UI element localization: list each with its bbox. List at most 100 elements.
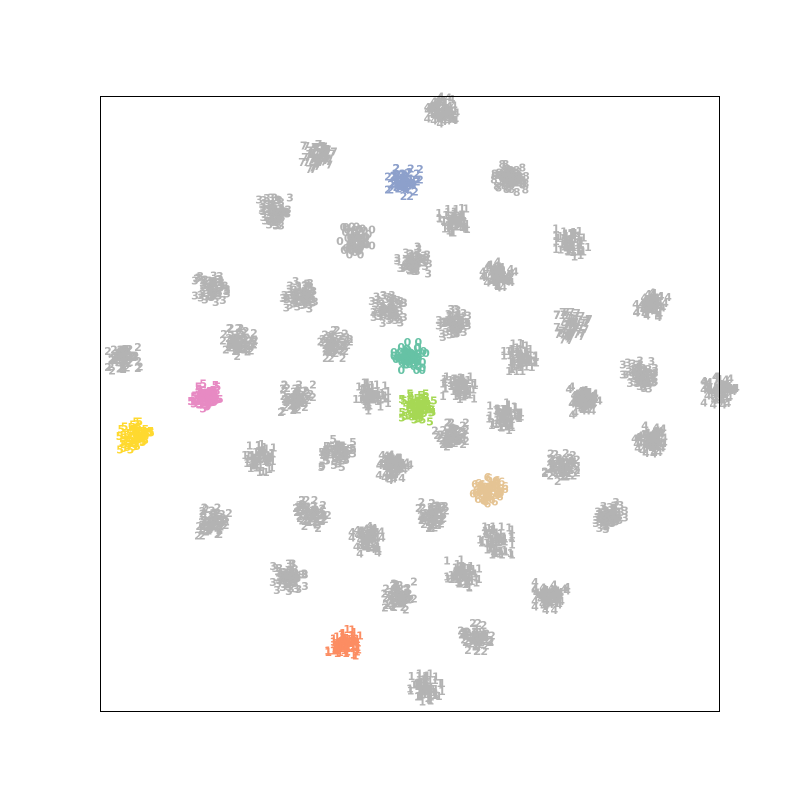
point-label: 4 [479, 265, 487, 278]
point-label: 3 [414, 258, 422, 271]
point-label: 2 [220, 328, 228, 341]
point-label: 1 [440, 215, 448, 228]
point-label: 3 [413, 251, 421, 264]
point-label: 3 [210, 275, 218, 288]
point-label: 3 [597, 513, 605, 526]
point-label: 4 [495, 272, 503, 285]
point-label: 1 [450, 213, 458, 226]
point-label: 3 [441, 316, 449, 329]
point-label: 7 [323, 147, 331, 160]
point-label: 2 [393, 181, 401, 194]
point-label: 7 [315, 148, 323, 161]
point-label: 1 [448, 225, 456, 238]
point-label: 3 [215, 286, 223, 299]
point-label: 8 [509, 166, 517, 179]
point-label: 3 [202, 282, 210, 295]
point-label: 3 [267, 203, 275, 216]
point-label: 0 [348, 244, 356, 257]
point-label: 7 [558, 324, 566, 337]
point-label: 2 [393, 178, 401, 191]
point-label: 3 [306, 282, 314, 295]
point-label: 2 [460, 634, 468, 647]
point-label: 3 [407, 253, 415, 266]
point-label: 4 [448, 93, 456, 106]
point-label: 3 [448, 318, 456, 331]
point-label: 3 [410, 258, 418, 271]
point-label: 3 [422, 254, 430, 267]
point-label: 3 [263, 215, 271, 228]
point-label: 3 [391, 309, 399, 322]
point-label: 3 [208, 291, 216, 304]
point-label: 2 [390, 601, 398, 614]
point-label: 3 [210, 281, 218, 294]
point-label: 2 [240, 343, 248, 356]
point-label: 3 [267, 215, 275, 228]
point-label: 3 [258, 202, 266, 215]
point-label: 3 [409, 256, 417, 269]
point-label: 3 [411, 256, 419, 269]
point-label: 1 [456, 220, 464, 233]
point-label: 2 [399, 167, 407, 180]
point-label: 3 [279, 206, 287, 219]
point-label: 3 [286, 280, 294, 293]
point-label: 0 [357, 235, 365, 248]
point-label: 3 [385, 314, 393, 327]
point-label: 4 [533, 587, 541, 600]
point-label: 3 [414, 253, 422, 266]
point-label: 1 [451, 213, 459, 226]
point-label: 3 [271, 209, 279, 222]
point-label: 3 [391, 305, 399, 318]
point-label: 2 [400, 190, 408, 203]
point-label: 1 [455, 212, 463, 225]
point-label: 2 [245, 335, 253, 348]
point-label: 2 [432, 512, 440, 525]
point-label: 3 [425, 257, 433, 270]
point-label: 3 [284, 204, 292, 217]
point-label: 4 [650, 294, 658, 307]
point-label: 3 [438, 317, 446, 330]
point-label: 4 [648, 293, 656, 306]
point-label: 8 [501, 173, 509, 186]
point-label: 3 [463, 317, 471, 330]
point-label: 4 [441, 98, 449, 111]
point-label: 3 [400, 296, 408, 309]
point-label: 7 [318, 140, 326, 153]
point-label: 3 [447, 303, 455, 316]
point-label: 4 [437, 92, 445, 105]
point-label: 1 [577, 249, 585, 262]
point-label: 4 [490, 262, 498, 275]
point-label: 8 [508, 168, 516, 181]
point-label: 4 [451, 114, 459, 127]
point-label: 1 [561, 240, 569, 253]
point-label: 0 [346, 249, 354, 262]
point-label: 3 [211, 276, 219, 289]
point-label: 4 [432, 97, 440, 110]
point-label: 1 [479, 535, 487, 548]
point-label: 3 [301, 280, 309, 293]
point-label: 3 [274, 206, 282, 219]
point-label: 4 [496, 269, 504, 282]
point-label: 4 [501, 273, 509, 286]
point-label: 2 [454, 434, 462, 447]
point-label: 4 [640, 303, 648, 316]
point-label: 8 [512, 176, 520, 189]
point-label: 7 [322, 144, 330, 157]
point-label: 4 [426, 103, 434, 116]
point-label: 0 [353, 235, 361, 248]
point-label: 4 [440, 107, 448, 120]
point-label: 1 [563, 230, 571, 243]
point-label: 3 [421, 260, 429, 273]
point-label: 3 [448, 303, 456, 316]
point-label: 4 [436, 107, 444, 120]
point-label: 7 [560, 309, 568, 322]
point-label: 3 [271, 206, 279, 219]
point-label: 3 [196, 270, 204, 283]
point-label: 3 [405, 263, 413, 276]
point-label: 7 [306, 148, 314, 161]
